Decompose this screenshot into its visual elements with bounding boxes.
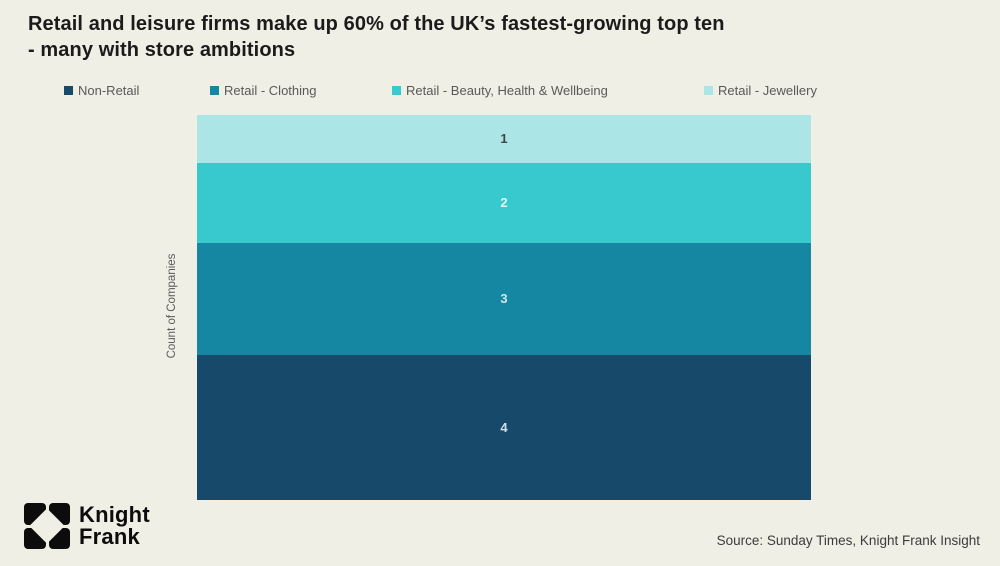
bar-segment: 3 xyxy=(197,242,811,355)
logo-word-frank: Frank xyxy=(79,524,140,549)
chart-legend: Non-Retail Retail - Clothing Retail - Be… xyxy=(0,83,1000,99)
legend-item-retail-clothing: Retail - Clothing xyxy=(210,83,317,98)
knight-frank-wordmark: Knight Frank xyxy=(79,504,150,548)
legend-item-retail-jewellery: Retail - Jewellery xyxy=(704,83,817,98)
logo-word-knight: Knight xyxy=(79,502,150,527)
bar-segment-value-label: 4 xyxy=(500,420,508,435)
legend-label: Retail - Jewellery xyxy=(718,83,817,98)
chart-title: Retail and leisure firms make up 60% of … xyxy=(28,11,958,63)
legend-swatch-icon xyxy=(392,86,401,95)
bar-segment-value-label: 2 xyxy=(500,195,508,210)
legend-swatch-icon xyxy=(210,86,219,95)
legend-label: Retail - Clothing xyxy=(224,83,317,98)
legend-swatch-icon xyxy=(64,86,73,95)
bar-segment: 4 xyxy=(197,355,811,500)
legend-label: Non-Retail xyxy=(78,83,140,98)
source-text: Source: Sunday Times, Knight Frank Insig… xyxy=(716,533,980,548)
bar-segment: 1 xyxy=(197,115,811,163)
legend-swatch-icon xyxy=(704,86,713,95)
bar-segment-value-label: 1 xyxy=(500,131,508,147)
bar-segment: 2 xyxy=(197,162,811,243)
bar-segment-value-label: 3 xyxy=(500,291,508,307)
legend-item-non-retail: Non-Retail xyxy=(64,83,139,98)
y-axis-label: Count of Companies xyxy=(166,253,178,359)
stacked-bar: 1 2 3 4 xyxy=(197,115,811,500)
knight-frank-logo-icon xyxy=(24,503,70,549)
chart-title-line2: - many with store ambitions xyxy=(28,39,296,61)
legend-item-retail-beauty-health-wellbeing: Retail - Beauty, Health & Wellbeing xyxy=(392,83,608,98)
legend-label: Retail - Beauty, Health & Wellbeing xyxy=(406,83,608,98)
knight-frank-logo: Knight Frank xyxy=(24,503,150,549)
chart-title-line1: Retail and leisure firms make up 60% of … xyxy=(28,13,725,35)
